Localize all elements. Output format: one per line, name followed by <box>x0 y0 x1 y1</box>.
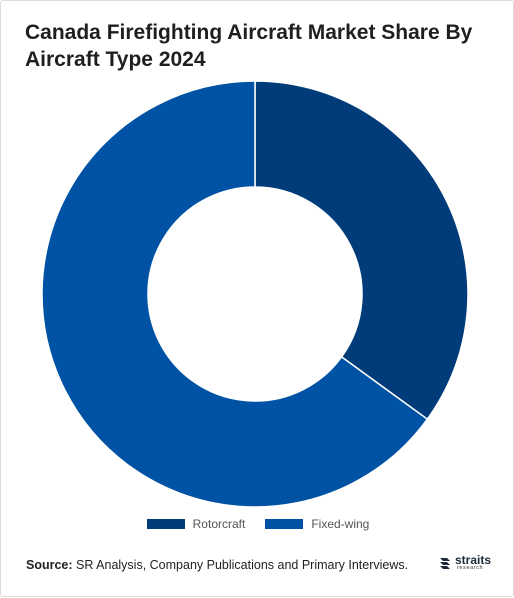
logo-wordmark: straits <box>455 553 492 567</box>
source-label: Source: <box>26 558 73 572</box>
chart-title: Canada Firefighting Aircraft Market Shar… <box>25 21 473 71</box>
donut-slice-rotorcraft[interactable] <box>254 80 469 421</box>
legend-item-fixed-wing[interactable]: Fixed-wing <box>265 517 369 531</box>
legend-label-fixed-wing: Fixed-wing <box>311 517 370 531</box>
legend-swatch-rotorcraft <box>146 519 185 529</box>
logo-subtext: research <box>457 565 484 571</box>
legend-label-rotorcraft: Rotorcraft <box>192 517 246 531</box>
donut-slice-fixed-wing[interactable] <box>41 80 429 508</box>
straits-research-logo: straits research <box>438 554 491 572</box>
legend: Rotorcraft Fixed-wing <box>1 517 514 531</box>
source-note: Source: SR Analysis, Company Publication… <box>26 558 408 572</box>
straits-logo-icon <box>440 557 450 569</box>
legend-item-rotorcraft[interactable]: Rotorcraft <box>146 517 246 531</box>
source-text: SR Analysis, Company Publications and Pr… <box>72 558 409 572</box>
legend-swatch-fixed-wing <box>265 519 304 529</box>
